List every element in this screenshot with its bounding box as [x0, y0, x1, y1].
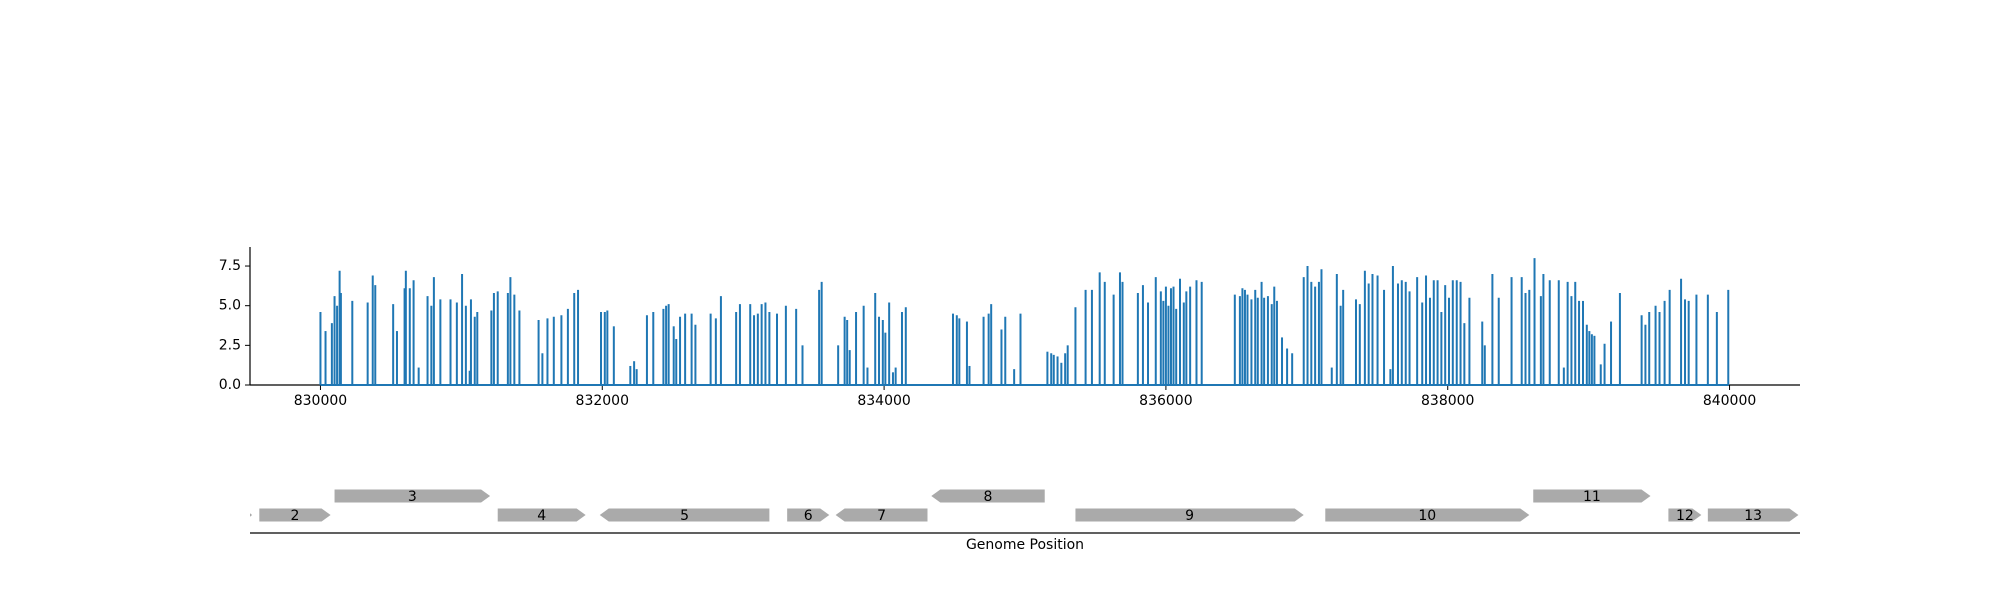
y-tick-label: 7.5 — [219, 258, 241, 274]
x-tick-label: 838000 — [1421, 393, 1474, 409]
x-tick-label: 834000 — [857, 393, 910, 409]
gene-arrow — [931, 489, 1045, 503]
gene-arrow — [1668, 508, 1702, 522]
gene-arrow — [1325, 508, 1530, 522]
gene-arrow — [835, 508, 928, 522]
gene-arrow — [1533, 489, 1651, 503]
gene-arrow — [497, 508, 586, 522]
x-tick-label: 840000 — [1703, 393, 1756, 409]
gene-label: 1 — [240, 508, 249, 524]
gene-label: 4 — [537, 508, 546, 524]
gene-label: 12 — [1676, 508, 1694, 524]
gene-label: 2 — [290, 508, 299, 524]
y-tick-label: 2.5 — [219, 337, 241, 353]
gene-label: 13 — [1744, 508, 1762, 524]
gene-label: 7 — [877, 508, 886, 524]
x-tick-label: 832000 — [576, 393, 629, 409]
gene-arrow — [1707, 508, 1799, 522]
gene-arrow — [259, 508, 331, 522]
x-tick-label: 836000 — [1139, 393, 1192, 409]
x-axis-label: Genome Position — [966, 537, 1084, 553]
gene-label: 9 — [1185, 508, 1194, 524]
y-tick-label: 0.0 — [219, 377, 241, 393]
gene-arrow — [250, 513, 253, 517]
gene-label: 5 — [680, 508, 689, 524]
x-tick-label: 830000 — [294, 393, 347, 409]
gene-label: 3 — [408, 489, 417, 505]
gene-label: 8 — [984, 489, 993, 505]
gene-arrow — [1075, 508, 1304, 522]
gene-arrow — [787, 508, 830, 522]
gene-label: 10 — [1418, 508, 1436, 524]
gene-arrow — [334, 489, 491, 503]
gene-label: 11 — [1583, 489, 1601, 505]
y-tick-label: 5.0 — [219, 298, 241, 314]
gene-arrow — [599, 508, 770, 522]
gene-label: 6 — [804, 508, 813, 524]
